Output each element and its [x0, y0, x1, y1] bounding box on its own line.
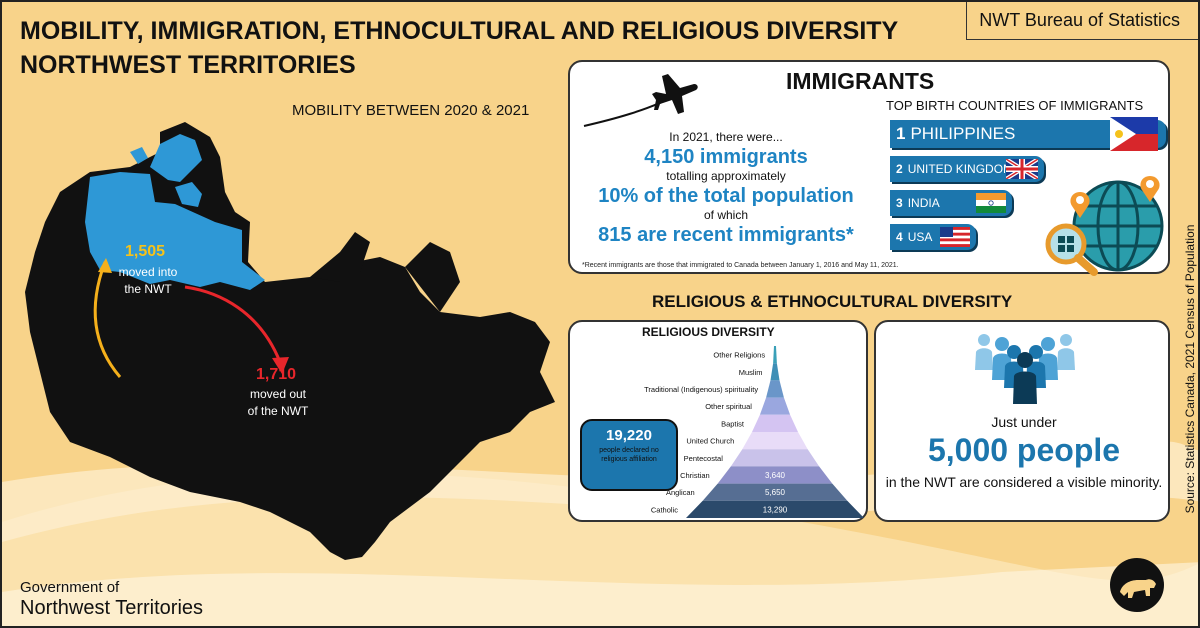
- pyramid-segment: [742, 432, 808, 450]
- stat-recent: 815 are recent immigrants*: [598, 224, 854, 246]
- usa-flag-icon: [940, 227, 970, 247]
- stat-percent: 10% of the total population: [598, 185, 854, 207]
- pyramid-category-label: Muslim: [739, 368, 763, 377]
- no-religion-callout: 19,220 people declared no religious affi…: [580, 419, 678, 491]
- canada-map-icon: [25, 122, 555, 560]
- pyramid-category-label: Other Religions: [713, 351, 765, 360]
- government-line-2: Northwest Territories: [20, 597, 204, 619]
- airplane-icon: [583, 74, 698, 127]
- country-name: PHILIPPINES: [910, 124, 1016, 143]
- pyramid-category-label: Pentecostal: [684, 454, 724, 463]
- people-group-icon: [975, 334, 1075, 404]
- country-rank: 2: [896, 162, 903, 176]
- moved-in-label: moved into the NWT: [118, 265, 178, 296]
- india-flag-icon: [976, 193, 1006, 213]
- country-bar-2: 2 UNITED KINGDOM: [890, 156, 1044, 182]
- top-countries-heading: TOP BIRTH COUNTRIES OF IMMIGRANTS: [886, 98, 1144, 113]
- government-logo: Government of Northwest Territories: [20, 578, 203, 618]
- source-text: Source: Statistics Canada, 2021 Census o…: [1183, 224, 1197, 514]
- source-note: Source: Statistics Canada, 2021 Census o…: [1180, 216, 1198, 522]
- country-bar-4: 4 USA: [890, 224, 976, 250]
- uk-flag-icon: [1006, 159, 1038, 179]
- moved-in-value: 1,505: [125, 243, 166, 260]
- stat-connector-2: of which: [703, 208, 749, 222]
- mobility-heading: MOBILITY BETWEEN 2020 & 2021: [292, 102, 530, 119]
- pyramid-segment: [770, 363, 780, 381]
- title-line-1: MOBILITY, IMMIGRATION, ETHNOCULTURAL AND…: [20, 17, 899, 45]
- pyramid-value-label: 5,650: [765, 488, 786, 497]
- stat-intro: In 2021, there were...: [669, 130, 783, 144]
- pyramid-segment: [766, 380, 784, 398]
- moved-out-value: 1,710: [256, 366, 297, 383]
- immigrants-title: IMMIGRANTS: [786, 68, 935, 94]
- country-name: INDIA: [907, 196, 940, 210]
- visible-minority-card: Just under 5,000 people in the NWT are c…: [874, 320, 1170, 522]
- recent-footnote: *Recent immigrants are those that immigr…: [582, 262, 899, 269]
- stat-immigrants: 4,150 immigrants: [644, 146, 808, 168]
- pyramid-category-label: United Church: [686, 437, 734, 446]
- visible-minority-value: 5,000 people: [927, 432, 1121, 468]
- pyramid-segment: [702, 483, 848, 501]
- pyramid-segment: [717, 466, 833, 484]
- pyramid-category-label: Baptist: [721, 419, 745, 428]
- page-title: MOBILITY, IMMIGRATION, ETHNOCULTURAL AND…: [20, 14, 898, 82]
- diversity-section-title: RELIGIOUS & ETHNOCULTURAL DIVERSITY: [652, 292, 1013, 311]
- religion-pyramid-chart: Other Religions Muslim Traditional (Indige…: [644, 346, 864, 518]
- immigrant-stats: In 2021, there were... 4,150 immigrants …: [576, 130, 876, 247]
- title-line-2: NORTHWEST TERRITORIES: [20, 51, 356, 79]
- pyramid-segment: [730, 449, 820, 467]
- globe-icon: [1045, 176, 1164, 276]
- no-religion-value: 19,220: [606, 427, 652, 444]
- pyramid-category-label: Anglican: [666, 488, 695, 497]
- visible-minority-post: in the NWT are considered a visible mino…: [885, 474, 1163, 490]
- polar-bear-logo-icon: [1110, 558, 1164, 612]
- pyramid-segment: [759, 397, 791, 415]
- publisher-label: NWT Bureau of Statistics: [966, 2, 1198, 40]
- religious-diversity-card: RELIGIOUS DIVERSITY Other Religions Musli…: [568, 320, 868, 522]
- pyramid-value-label: 3,640: [765, 471, 786, 480]
- pyramid-category-label: Other Christian: [659, 471, 709, 480]
- country-name: USA: [907, 230, 933, 244]
- religious-heading: RELIGIOUS DIVERSITY: [642, 325, 775, 339]
- pyramid-category-label: Other spiritual: [705, 402, 752, 411]
- philippines-flag-icon: [1110, 117, 1158, 151]
- visible-minority-pre: Just under: [991, 414, 1057, 430]
- pyramid-value-label: 13,290: [763, 505, 788, 514]
- government-line-1: Government of: [20, 579, 120, 596]
- pyramid-category-label: Catholic: [651, 505, 678, 514]
- pyramid-segment: [686, 500, 864, 518]
- pyramid-category-label: Traditional (Indigenous) spirituality: [644, 385, 758, 394]
- country-bar-3: 3 INDIA: [890, 190, 1012, 216]
- country-bar-1: 1 PHILIPPINES: [890, 117, 1166, 151]
- pyramid-segment: [752, 414, 798, 432]
- country-rank: 1: [896, 124, 906, 143]
- no-religion-label: people declared no religious affiliation: [599, 447, 659, 463]
- moved-out-label: moved out of the NWT: [247, 387, 309, 418]
- country-name: UNITED KINGDOM: [907, 162, 1014, 176]
- stat-connector-1: totalling approximately: [666, 169, 786, 183]
- country-rank: 3: [896, 196, 903, 210]
- immigrants-card: IMMIGRANTS In 2021, there were... 4,150 …: [568, 60, 1170, 276]
- country-rank: 4: [896, 230, 903, 244]
- pyramid-segment: [773, 346, 777, 364]
